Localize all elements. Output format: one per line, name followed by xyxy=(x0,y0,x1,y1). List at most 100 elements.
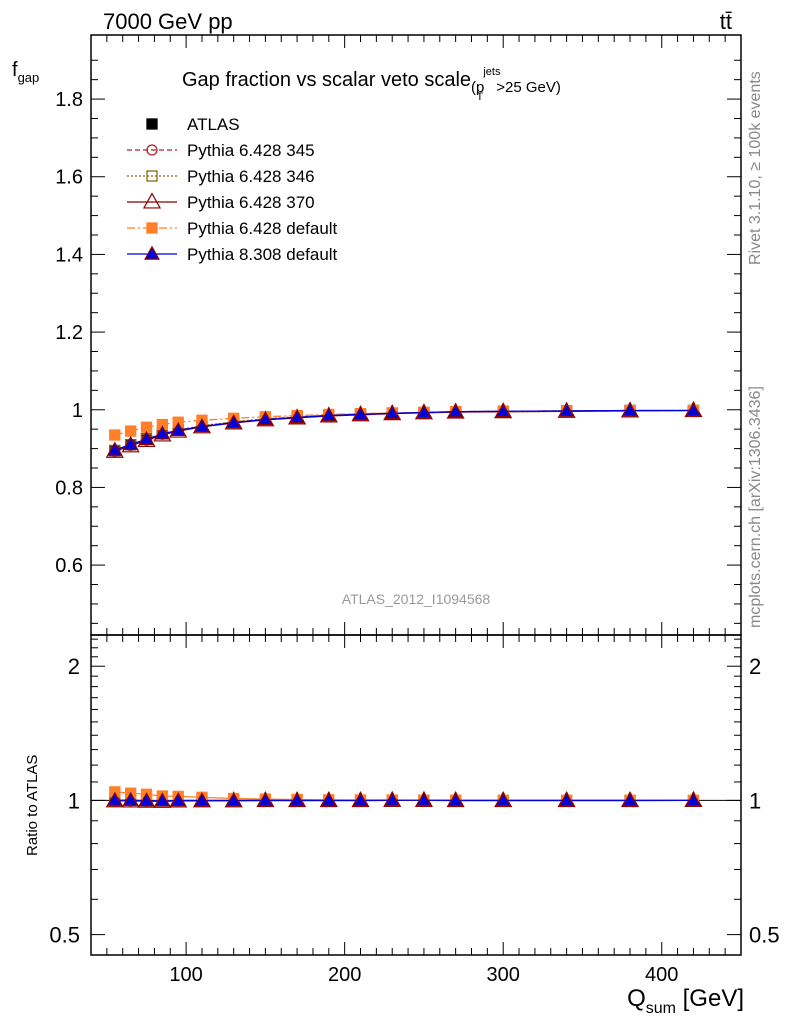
data-point xyxy=(154,425,171,440)
data-point xyxy=(384,404,401,419)
legend-entry-4: Pythia 6.428 default xyxy=(127,219,338,238)
ratio-data-point xyxy=(225,792,242,807)
data-point xyxy=(320,407,337,422)
plot-title-main: Gap fraction vs scalar veto scale xyxy=(182,69,471,91)
ratio-data-point xyxy=(416,791,432,806)
data-point xyxy=(194,418,210,433)
ratio-ylabel: Ratio to ATLAS xyxy=(24,755,41,856)
ratio-data-point xyxy=(122,791,139,806)
legend-marker xyxy=(142,192,162,209)
data-point xyxy=(447,403,464,418)
legend-entry-0: ATLAS xyxy=(146,115,240,134)
ratio-y-tick-label-right: 1 xyxy=(749,788,761,813)
x-axis-label-sub: sum xyxy=(646,1000,676,1017)
data-point xyxy=(140,421,153,433)
plot-title-sub-prefix: (p xyxy=(471,79,484,96)
data-point xyxy=(257,411,274,426)
analysis-watermark: ATLAS_2012_I1094568 xyxy=(342,591,491,607)
legend: ATLAS Pythia 6.428 345 Pythia 6.428 346 Pyt… xyxy=(127,115,338,264)
ratio-y-tick-label-right: 0.5 xyxy=(749,923,780,948)
legend-label: Pythia 6.428 default xyxy=(187,219,338,238)
ratio-y-tick-label: 2 xyxy=(68,654,80,679)
data-point xyxy=(170,421,187,437)
ratio-data-point xyxy=(447,791,464,807)
ratio-y-tick-label-right: 2 xyxy=(749,654,761,679)
legend-label: Pythia 6.428 370 xyxy=(187,193,315,212)
ratio-data-point xyxy=(558,791,575,807)
legend-marker xyxy=(146,144,158,156)
y-tick-label: 1.8 xyxy=(55,89,83,111)
x-axis-label-main: Q xyxy=(627,985,646,1012)
legend-entry-2: Pythia 6.428 346 xyxy=(127,167,315,186)
legend-label: Pythia 6.428 345 xyxy=(187,141,315,160)
legend-marker xyxy=(146,170,158,182)
y-tick-label: 1.4 xyxy=(55,244,83,266)
main-ylabel: fgap xyxy=(12,59,39,85)
ratio-data-point xyxy=(352,791,369,807)
main-panel: 0.6 0.8 1 1.2 1.4 1.6 1.8 xyxy=(55,34,742,636)
series-5 xyxy=(106,402,702,456)
legend-marker xyxy=(146,222,158,234)
x-tick-label: 400 xyxy=(645,964,678,986)
ratio-data-point xyxy=(622,791,638,807)
x-axis-label-unit: [GeV] xyxy=(676,985,744,1012)
legend-label: ATLAS xyxy=(187,115,240,134)
legend-label: Pythia 6.428 346 xyxy=(187,167,315,186)
mcplots-label: mcplots.cern.ch [arXiv:1306.3436] xyxy=(747,386,764,628)
legend-entry-5: Pythia 8.308 default xyxy=(127,245,338,264)
plot-title: Gap fraction vs scalar veto scale(pjets T… xyxy=(182,66,561,103)
process-label: tt̄ xyxy=(720,9,732,34)
ratio-data-point xyxy=(194,792,210,807)
data-point xyxy=(352,405,369,421)
data-point xyxy=(622,402,638,417)
legend-marker xyxy=(146,118,158,130)
main-ylabel-sub: gap xyxy=(18,70,40,85)
ratio-data-point xyxy=(384,791,401,806)
data-point xyxy=(109,429,121,441)
ratio-data-point xyxy=(154,792,171,807)
ratio-data-point xyxy=(138,792,155,807)
data-point xyxy=(289,409,306,424)
y-tick-label: 0.6 xyxy=(55,555,83,577)
x-tick-label: 100 xyxy=(169,964,202,986)
legend-entry-3: Pythia 6.428 370 xyxy=(127,192,315,212)
ratio-data-point xyxy=(320,791,337,807)
data-point xyxy=(416,404,432,419)
x-tick-label: 300 xyxy=(487,964,520,986)
y-tick-label: 1.2 xyxy=(55,322,83,344)
data-point xyxy=(558,402,575,417)
data-point xyxy=(106,441,123,456)
ratio-panel: 100 200 300 400 0.5 0.5 1 1 2 2 xyxy=(49,634,780,986)
y-tick-label: 1 xyxy=(72,400,83,422)
data-point xyxy=(685,402,702,417)
ratio-data-point xyxy=(685,791,702,807)
ratio-data-point xyxy=(257,791,274,807)
main-ylabel-main: f xyxy=(12,59,18,81)
x-tick-label: 200 xyxy=(328,964,361,986)
ratio-data-point xyxy=(170,792,187,807)
data-point xyxy=(138,430,155,445)
ratio-data-point xyxy=(106,791,123,806)
ratio-data-point xyxy=(495,791,512,807)
rivet-label: Rivet 3.1.10, ≥ 100k events xyxy=(747,71,764,265)
y-tick-label: 0.8 xyxy=(55,477,83,499)
data-point xyxy=(225,414,242,429)
plot-title-sup: jets xyxy=(482,66,501,78)
energy-label: 7000 GeV pp xyxy=(103,9,233,34)
x-axis-label: Qsum [GeV] xyxy=(627,985,744,1017)
ratio-y-tick-label: 1 xyxy=(68,788,80,813)
ratio-y-tick-label: 0.5 xyxy=(49,923,80,948)
y-tick-label: 1.6 xyxy=(55,167,83,189)
data-point xyxy=(495,402,512,418)
data-point xyxy=(124,425,137,437)
data-point xyxy=(122,435,139,451)
ratio-frame xyxy=(90,634,742,956)
plot-title-sub-suffix: >25 GeV) xyxy=(496,79,561,96)
ratio-series-4 xyxy=(106,791,702,807)
legend-entry-1: Pythia 6.428 345 xyxy=(127,141,315,160)
ratio-data-point xyxy=(289,791,306,807)
plot-title-subscript: T xyxy=(476,91,483,103)
legend-label: Pythia 8.308 default xyxy=(187,245,338,264)
